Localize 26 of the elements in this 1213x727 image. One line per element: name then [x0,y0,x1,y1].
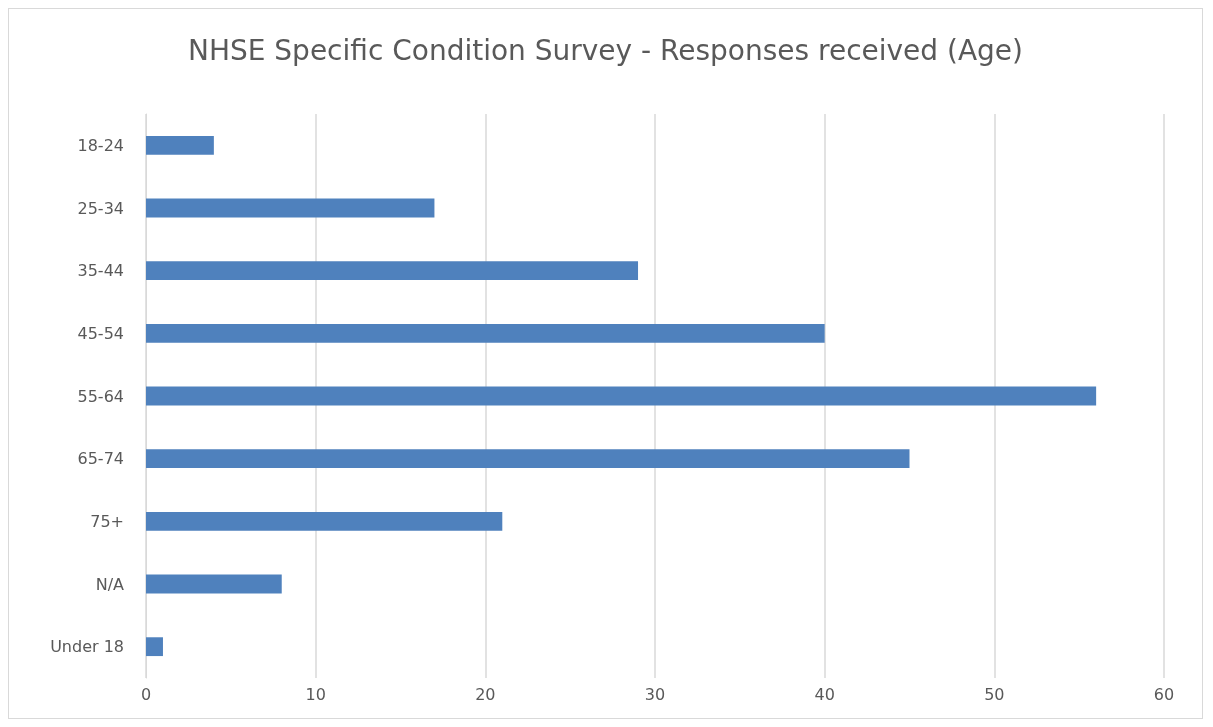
bar [146,135,214,155]
y-tick-label: 45-54 [77,323,124,343]
y-tick-label: 18-24 [77,135,124,155]
x-tick-label: 10 [305,684,326,704]
x-tick-label: 20 [475,684,496,704]
y-tick-label: N/A [95,574,125,594]
chart-title: NHSE Specific Condition Survey - Responses received (Age) [187,33,1024,67]
y-tick-label: 65-74 [77,449,124,469]
y-tick-label: 55-64 [77,386,124,406]
bar [146,386,1097,406]
x-tick-label: 0 [140,684,152,704]
bar [146,637,163,657]
x-tick-label: 30 [644,684,666,704]
bar [146,323,825,343]
y-tick-label: Under 18 [50,637,124,657]
bar [146,198,435,218]
bar [146,261,639,281]
y-tick-label: 25-34 [77,198,124,218]
y-tick-label: 75+ [90,511,124,531]
y-tick-label: 35-44 [77,261,124,281]
bar [146,574,282,594]
x-tick-label: 40 [814,684,835,704]
bar [146,449,910,469]
x-tick-label: 60 [1153,684,1175,704]
bar [146,511,503,531]
x-tick-label: 50 [984,684,1005,704]
